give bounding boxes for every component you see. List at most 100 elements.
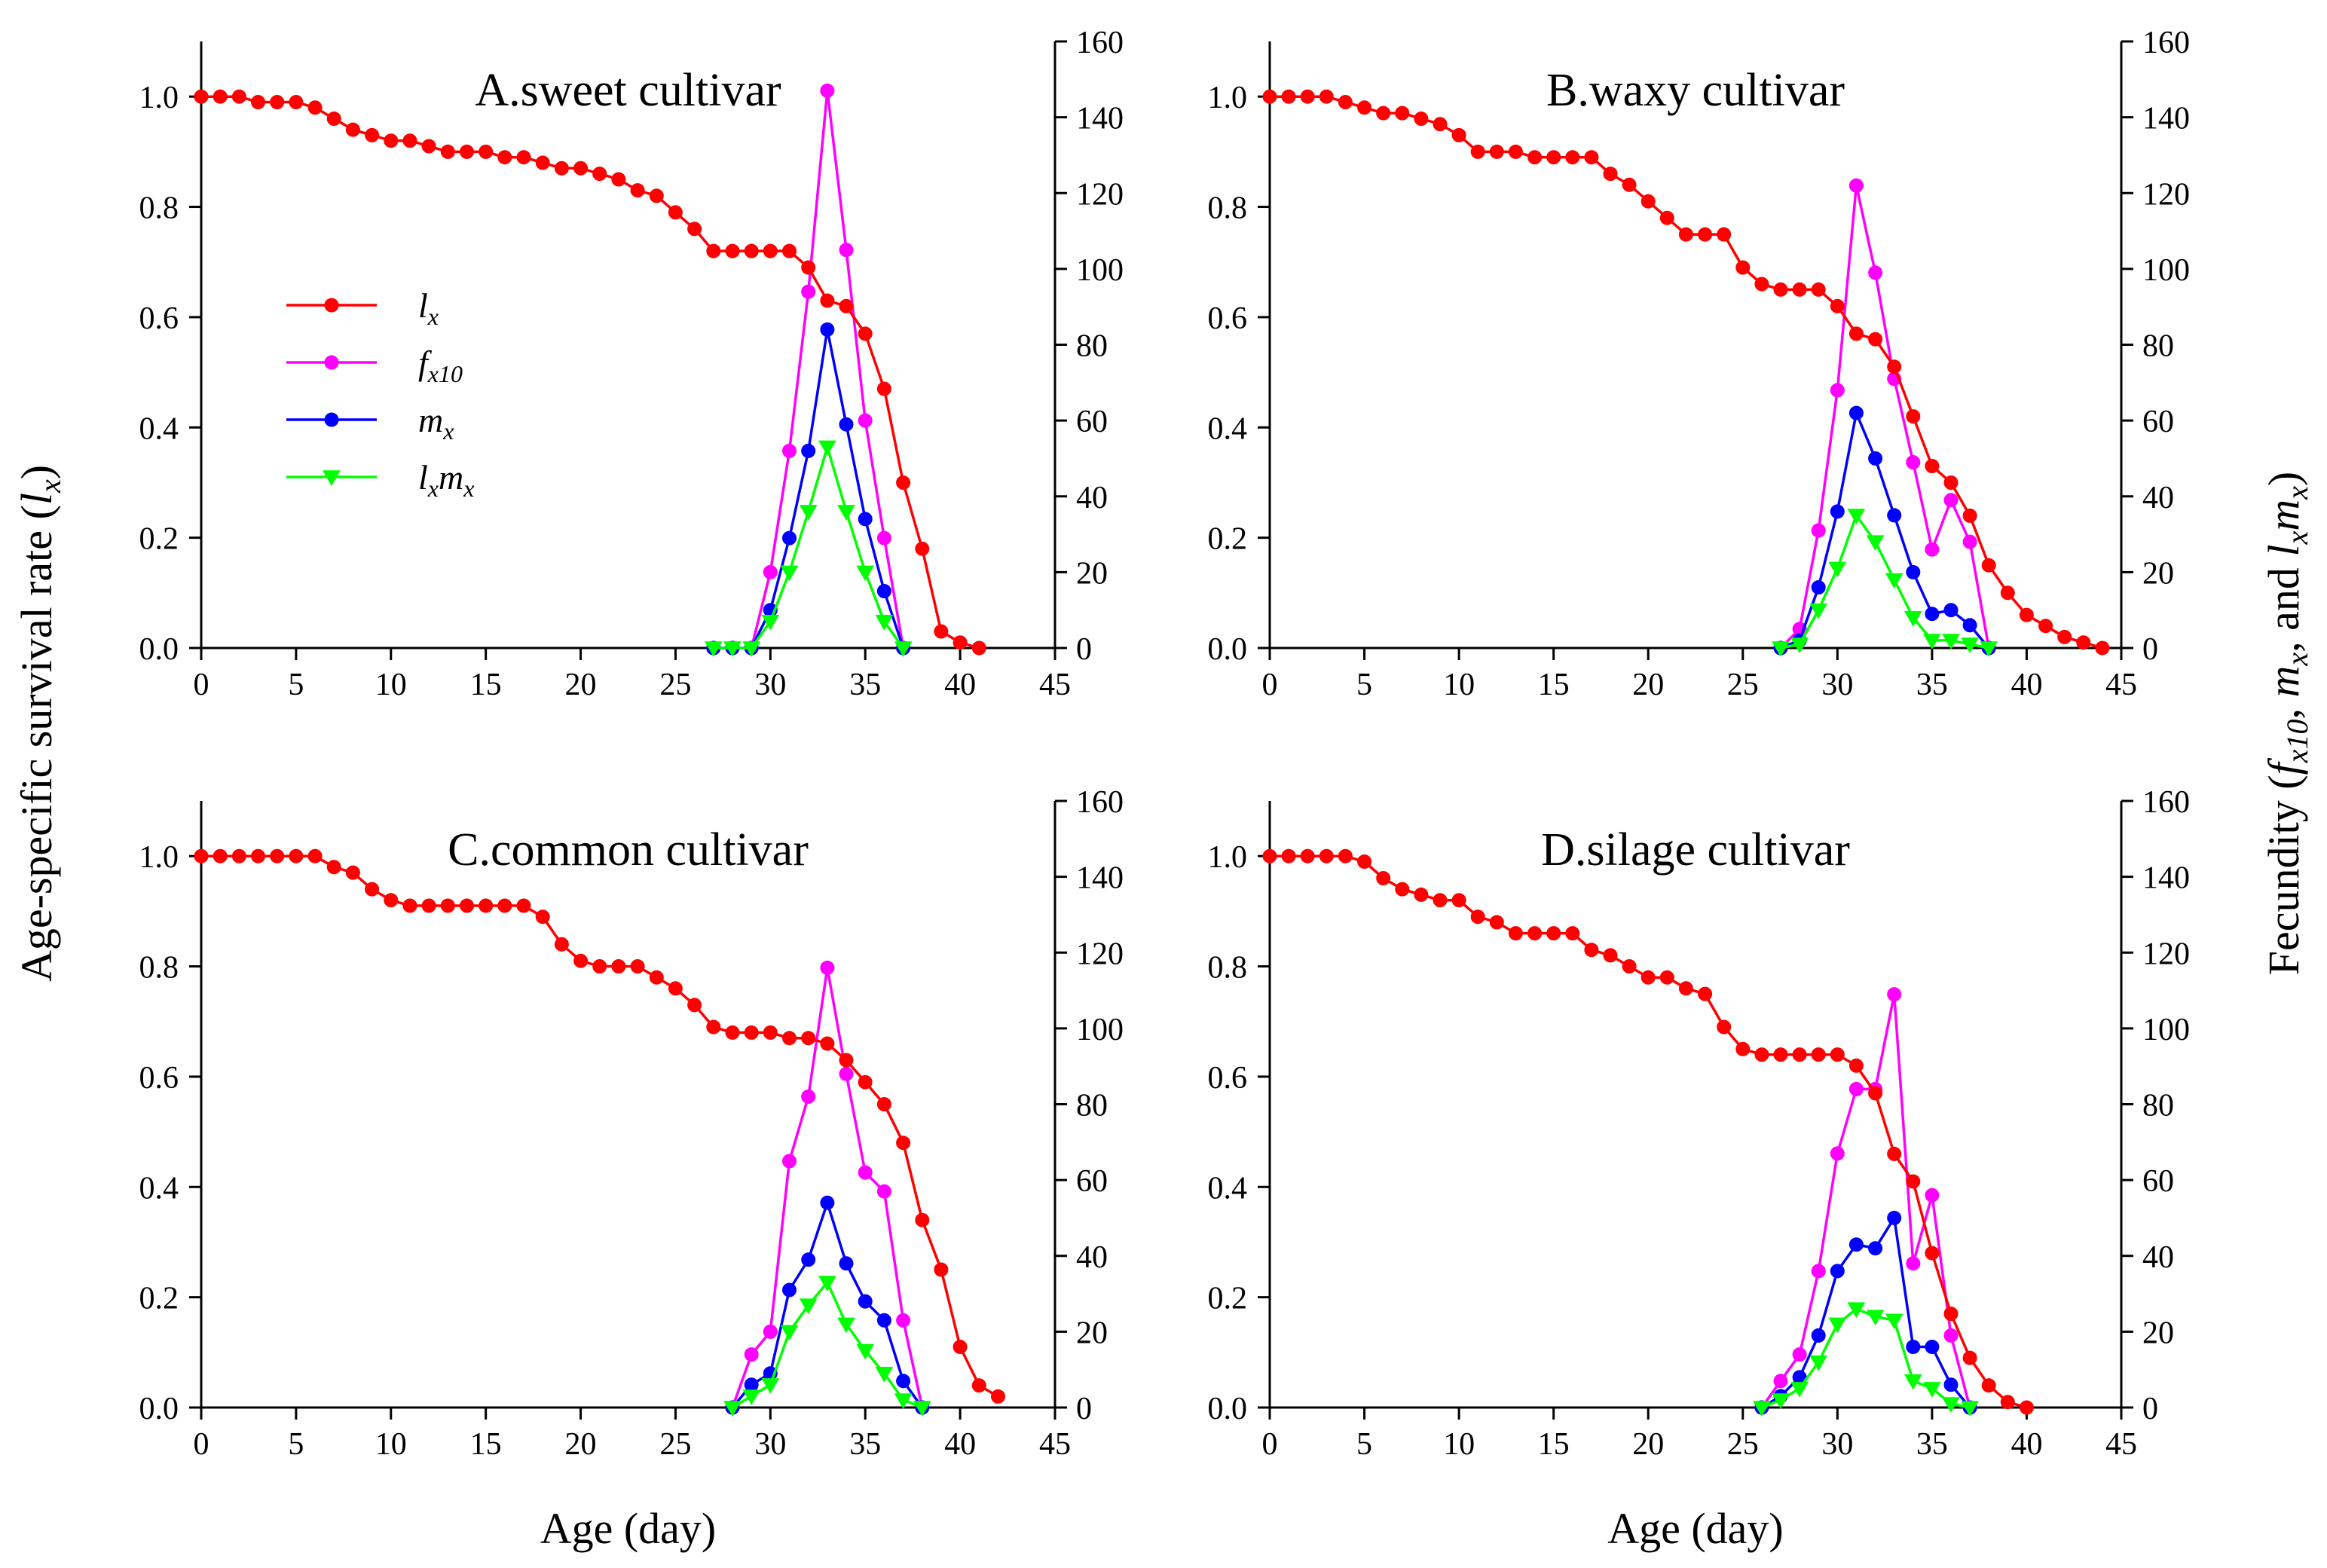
point-mx xyxy=(1925,607,1940,622)
point-lx xyxy=(1735,260,1751,275)
point-lx xyxy=(1603,948,1618,963)
y-right-tick-label: 100 xyxy=(2142,1013,2190,1047)
point-lx xyxy=(592,167,607,182)
point-lx xyxy=(744,1025,759,1040)
point-lx xyxy=(1565,150,1580,165)
y-left-tick-label: 0.0 xyxy=(139,1392,179,1426)
legend-label-lxmx: lxmx xyxy=(418,458,474,502)
point-lxmx xyxy=(1790,1382,1809,1398)
point-lx xyxy=(2057,629,2072,644)
point-fx10 xyxy=(1830,383,1845,398)
point-mx xyxy=(782,530,797,546)
point-fx10 xyxy=(1848,1081,1864,1096)
x-tick-label: 25 xyxy=(1727,1427,1759,1462)
point-lx xyxy=(1281,89,1296,104)
point-lx xyxy=(440,898,455,913)
point-lx xyxy=(763,243,778,258)
x-tick-label: 40 xyxy=(2011,1427,2042,1462)
point-lx xyxy=(991,1389,1005,1404)
point-lx xyxy=(1659,970,1674,985)
x-tick-label: 35 xyxy=(1916,668,1948,702)
point-lx xyxy=(1754,1047,1769,1062)
point-lx xyxy=(592,959,607,974)
point-lx xyxy=(213,848,228,863)
x-tick-label: 15 xyxy=(470,668,502,702)
point-lx xyxy=(1395,882,1410,897)
point-lx xyxy=(1319,89,1334,104)
x-tick-label: 15 xyxy=(470,1427,502,1462)
y-right-tick-label: 60 xyxy=(2142,405,2174,439)
point-mx xyxy=(1830,504,1845,519)
right-axis-title-part: m xyxy=(2259,666,2308,698)
point-lx xyxy=(1848,326,1864,341)
point-lx xyxy=(1357,100,1372,115)
y-right-tick-label: 120 xyxy=(1076,177,1124,212)
point-lx xyxy=(1470,144,1485,159)
point-fx10 xyxy=(763,1324,778,1339)
point-mx xyxy=(1868,451,1883,466)
point-lx xyxy=(782,1031,797,1046)
point-lxmx xyxy=(1847,1302,1866,1319)
y-right-tick-label: 40 xyxy=(2142,1240,2174,1275)
point-lx xyxy=(516,150,531,165)
point-lx xyxy=(649,970,664,985)
point-lx xyxy=(1717,227,1732,242)
point-lx xyxy=(744,243,759,258)
legend-label-mx: mx xyxy=(418,401,454,445)
right-axis-title-part: Fecundity ( xyxy=(2259,775,2308,975)
y-right-tick-label: 140 xyxy=(2142,102,2190,136)
point-lxmx xyxy=(875,1367,894,1383)
point-lx xyxy=(649,188,664,203)
point-lxmx xyxy=(1847,509,1866,524)
point-mx xyxy=(801,1252,816,1267)
point-lx xyxy=(194,848,209,863)
axis-titles: Age (day) Age (day) Age-specific survival … xyxy=(12,465,2314,1553)
point-mx xyxy=(1868,1241,1883,1256)
point-lxmx xyxy=(1828,1317,1847,1334)
x-tick-label: 10 xyxy=(1443,1427,1475,1462)
series-line-fx10 xyxy=(1779,184,1990,650)
point-lx xyxy=(1868,1086,1883,1101)
x-tick-label: 15 xyxy=(1538,668,1570,702)
point-lx xyxy=(934,1262,949,1277)
point-lx xyxy=(706,1019,721,1035)
series-line-lxmx xyxy=(1780,514,1989,650)
point-lx xyxy=(497,898,512,913)
legend-label-fx10: fx10 xyxy=(418,344,463,387)
y-right-tick-label: 100 xyxy=(1076,1013,1124,1047)
point-fx10 xyxy=(820,83,835,98)
point-mx xyxy=(839,417,854,432)
x-tick-label: 20 xyxy=(565,1427,597,1462)
legend-sub: x xyxy=(442,417,454,445)
legend-marker-lxmx xyxy=(323,470,341,487)
point-lxmx xyxy=(913,1401,931,1417)
y-right-tick-label: 160 xyxy=(2142,785,2190,820)
legend-marker-lx xyxy=(324,298,339,313)
point-mx xyxy=(820,1195,835,1210)
y-right-tick-label: 140 xyxy=(1076,861,1124,896)
point-lx xyxy=(839,1053,854,1068)
point-lx xyxy=(1792,282,1807,297)
point-lxmx xyxy=(1885,573,1903,589)
point-mx xyxy=(839,1256,854,1271)
x-tick-label: 35 xyxy=(849,1427,881,1462)
point-lx xyxy=(1470,909,1485,925)
point-lx xyxy=(1584,943,1599,958)
point-mx xyxy=(876,584,891,598)
y-right-tick-label: 20 xyxy=(1076,556,1108,591)
point-lx xyxy=(213,89,228,104)
point-lx xyxy=(1830,1047,1845,1062)
y-left-tick-label: 0.2 xyxy=(1208,1282,1248,1316)
point-lx xyxy=(402,898,417,913)
point-lx xyxy=(858,326,873,341)
point-lxmx xyxy=(742,1389,761,1405)
point-lx xyxy=(1489,144,1504,159)
point-lx xyxy=(535,155,550,170)
point-lx xyxy=(1641,194,1656,209)
point-lxmx xyxy=(1961,637,1979,654)
point-lxmx xyxy=(818,440,836,457)
point-lx xyxy=(1584,150,1599,165)
point-lx xyxy=(1565,926,1580,941)
point-fx10 xyxy=(876,1184,891,1199)
